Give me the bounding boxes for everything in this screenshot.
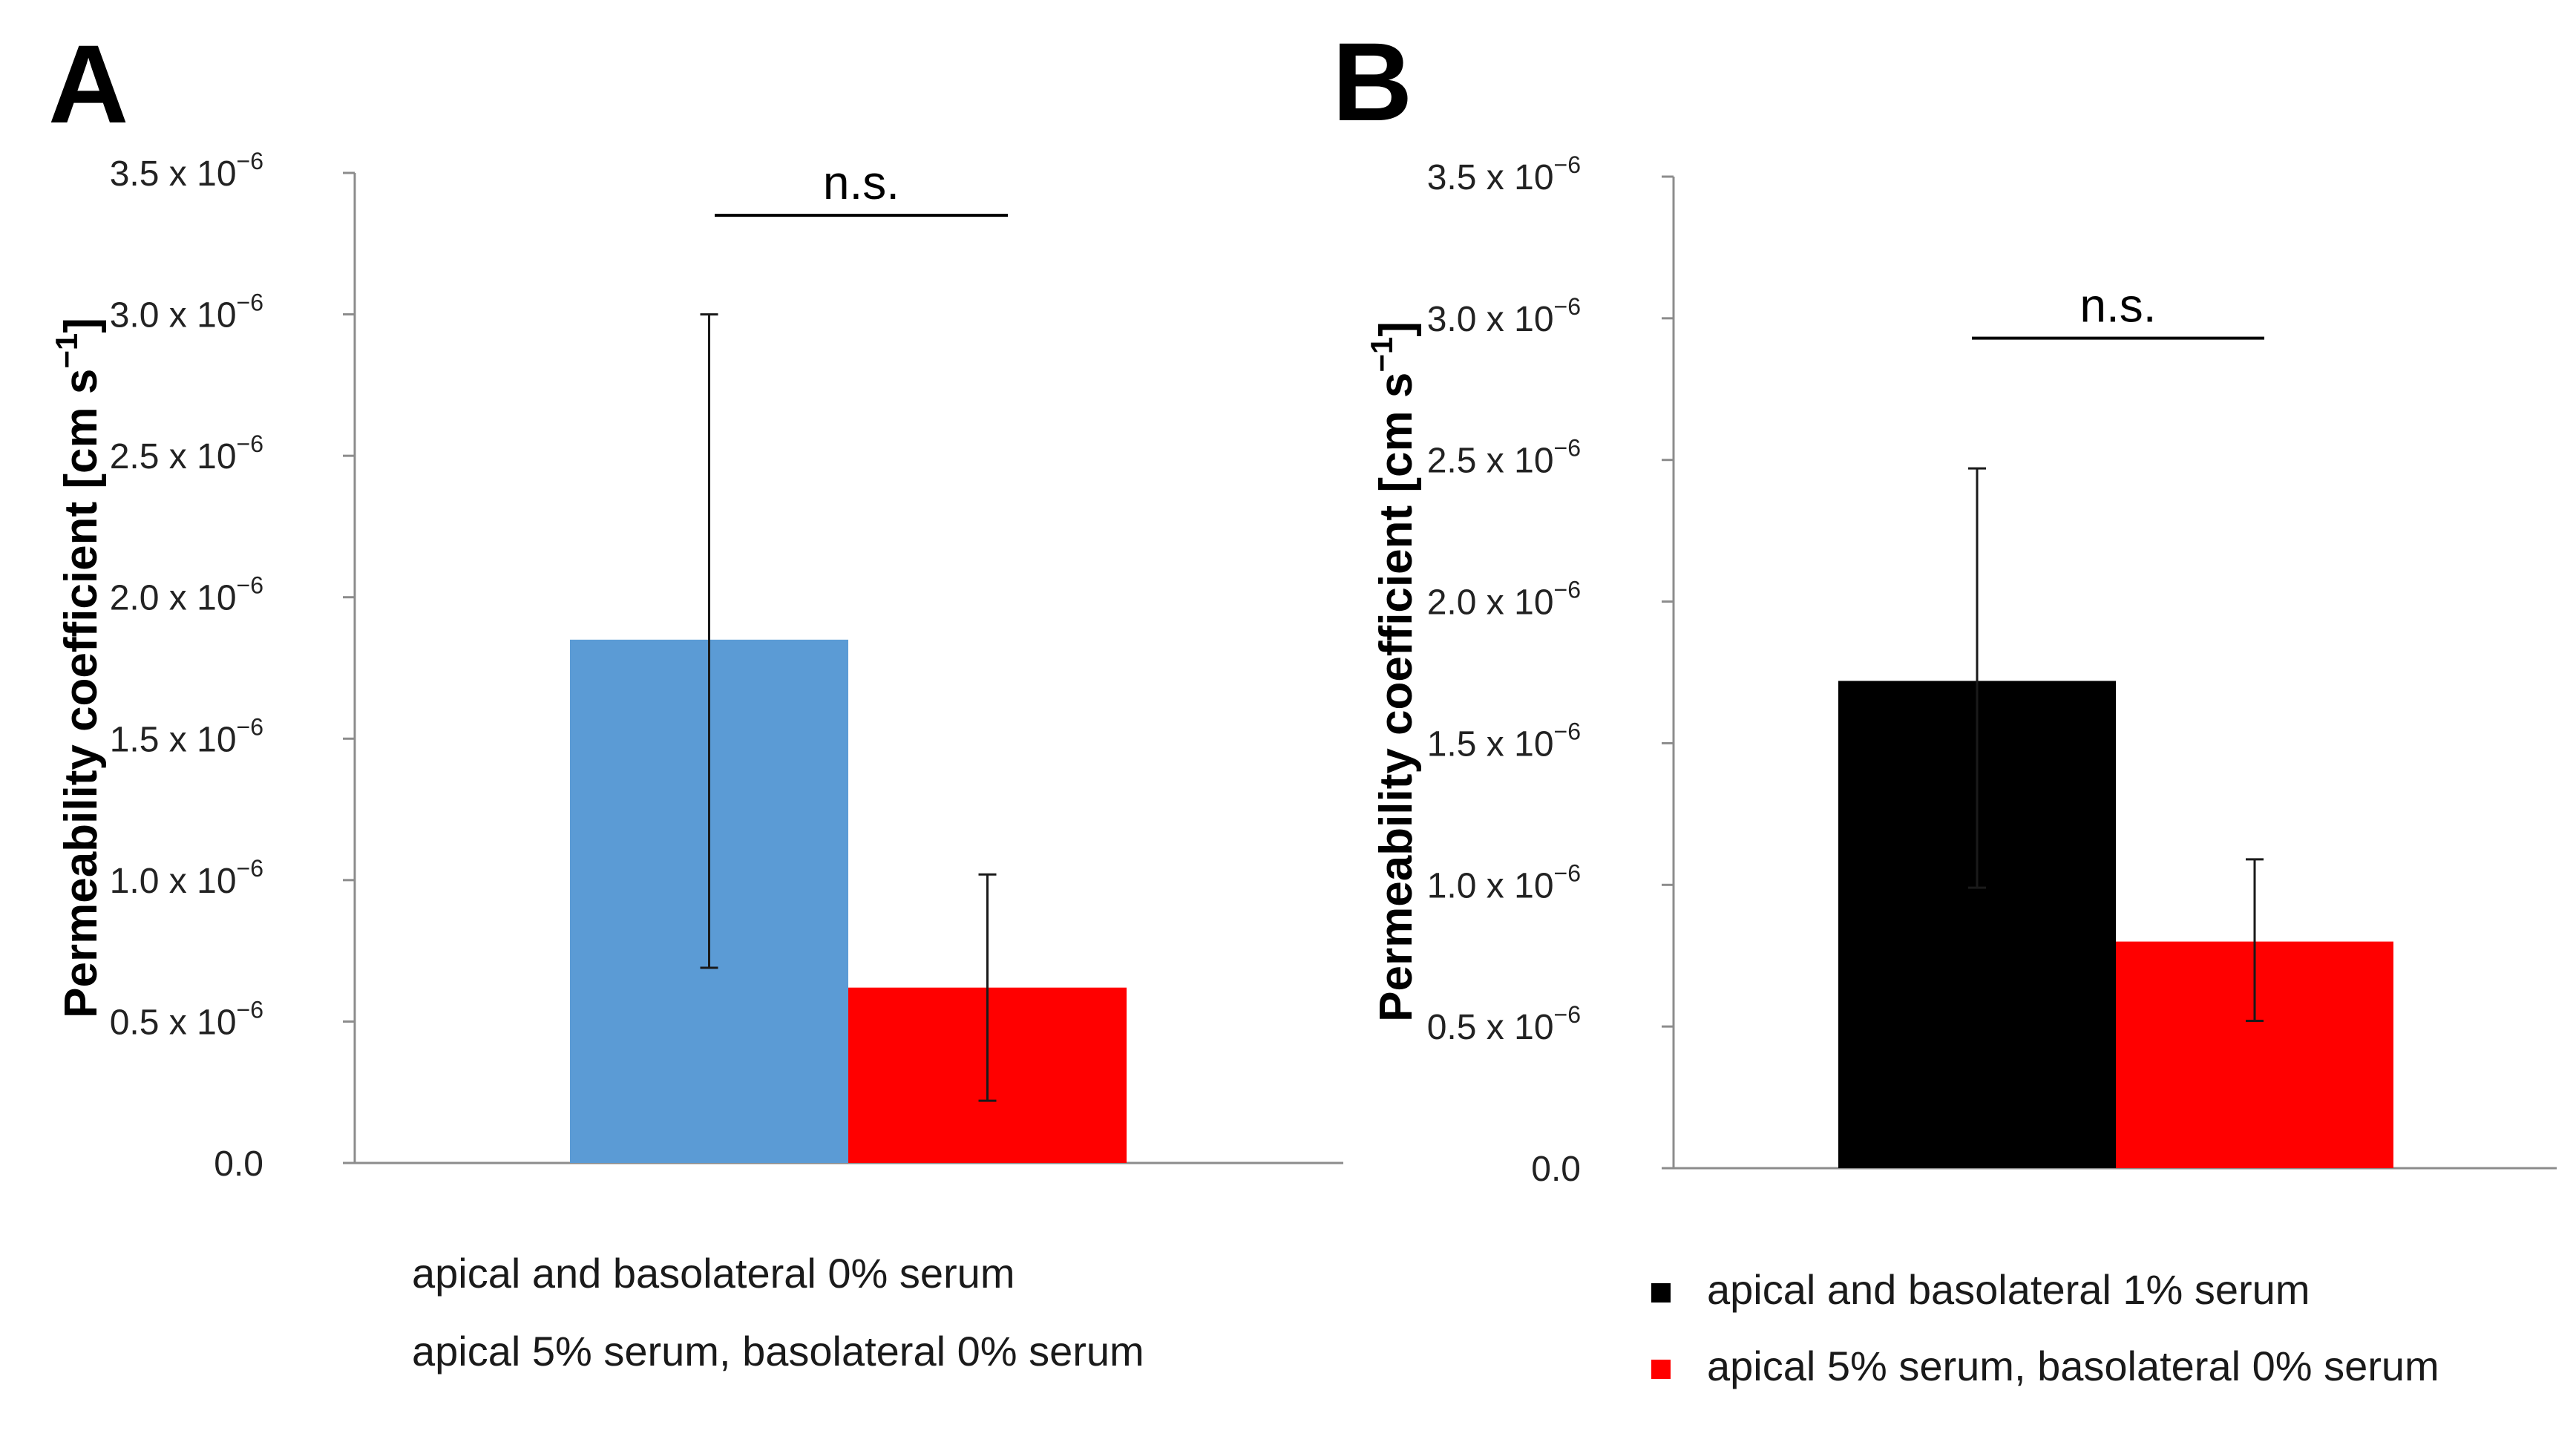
y-tick-label: 2.0 x 10−6 bbox=[110, 572, 263, 618]
y-tick-label: 1.5 x 10−6 bbox=[1427, 718, 1581, 764]
y-tick-label: 0.0 bbox=[214, 1144, 263, 1184]
chart-panel-a: A 0.0 0.5 x 10−6 1.0 x 10−6 1.5 x 10−6 2.0 x … bbox=[48, 22, 1343, 1374]
legend-entry: apical and basolateral 1% serum bbox=[1707, 1266, 2310, 1313]
panel-label: A bbox=[48, 22, 128, 146]
chart-panel-b: B 0.0 0.5 x 10−6 1.0 x 10−6 1.5 x 10−6 2.0 x … bbox=[1332, 19, 2557, 1389]
y-axis-title: Permeability coefficient [cm s−1] bbox=[1364, 321, 1422, 1022]
y-tick-label: 2.5 x 10−6 bbox=[1427, 435, 1581, 481]
panel-label: B bbox=[1332, 19, 1412, 144]
legend-entry: apical and basolateral 0% serum bbox=[412, 1250, 1015, 1297]
y-tick-label: 1.0 x 10−6 bbox=[1427, 859, 1581, 905]
y-tick-label: 2.0 x 10−6 bbox=[1427, 577, 1581, 623]
y-tick-label: 3.0 x 10−6 bbox=[1427, 293, 1581, 339]
legend-entry: apical 5% serum, basolateral 0% serum bbox=[412, 1328, 1144, 1374]
y-tick-label: 0.5 x 10−6 bbox=[110, 996, 263, 1042]
y-tick-label: 3.5 x 10−6 bbox=[110, 148, 263, 194]
y-tick-label: 0.5 x 10−6 bbox=[1427, 1001, 1581, 1047]
legend-entry: apical 5% serum, basolateral 0% serum bbox=[1707, 1343, 2439, 1389]
y-tick-label: 1.0 x 10−6 bbox=[110, 855, 263, 901]
significance-label: n.s. bbox=[823, 156, 899, 209]
y-tick-label: 3.0 x 10−6 bbox=[110, 289, 263, 335]
y-tick-label: 0.0 bbox=[1531, 1150, 1581, 1189]
y-tick-label: 1.5 x 10−6 bbox=[110, 713, 263, 759]
y-axis-title: Permeability coefficient [cm s−1] bbox=[49, 318, 107, 1018]
y-tick-label: 2.5 x 10−6 bbox=[110, 430, 263, 476]
significance-label: n.s. bbox=[2080, 279, 2156, 332]
legend-marker bbox=[1651, 1360, 1671, 1379]
y-tick-label: 3.5 x 10−6 bbox=[1427, 151, 1581, 197]
legend-marker bbox=[1651, 1283, 1671, 1303]
